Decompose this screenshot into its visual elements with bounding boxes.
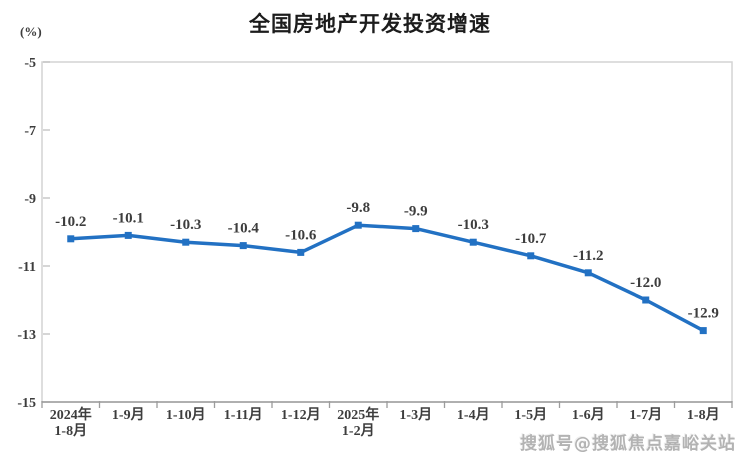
data-point-label: -10.6 (285, 227, 317, 243)
data-point-label: -11.2 (573, 248, 603, 264)
plot-border (41, 61, 733, 403)
data-point-label: -10.7 (515, 231, 547, 247)
data-point-marker (182, 238, 190, 246)
data-point-label: -12.0 (630, 275, 661, 291)
data-point-marker (354, 221, 362, 229)
data-point-marker (412, 225, 420, 233)
data-point-marker (699, 327, 707, 335)
y-axis-tick-label: -15 (17, 396, 36, 411)
data-point-marker (124, 231, 132, 239)
data-point-marker (469, 238, 477, 246)
trend-line (69, 223, 706, 333)
data-point-marker (527, 252, 535, 260)
y-axis-tick-label: -9 (24, 192, 36, 207)
data-point-marker (642, 296, 650, 304)
data-point-label: -9.8 (346, 200, 370, 216)
y-axis-unit-label: (%) (20, 24, 42, 39)
chart-title: 全国房地产开发投资增速 (249, 12, 491, 36)
y-axis-tick-label: -5 (24, 56, 36, 71)
data-point-marker (67, 235, 75, 243)
data-point-label: -10.3 (458, 217, 489, 233)
data-point-marker (239, 242, 247, 250)
y-axis-tick-label: -13 (17, 328, 36, 343)
data-point-label: -10.2 (55, 214, 86, 230)
watermark: 搜狐号@搜狐焦点嘉峪关站 (520, 434, 736, 454)
y-axis-tick-label: -7 (24, 124, 36, 139)
data-point-label: -9.9 (404, 204, 428, 220)
data-point-marker (584, 269, 592, 277)
data-point-label: -10.1 (113, 210, 144, 226)
data-point-label: -12.9 (688, 306, 719, 322)
data-point-label: -10.4 (228, 221, 260, 237)
data-point-label: -10.3 (170, 217, 201, 233)
data-point-marker (297, 248, 305, 256)
y-axis-tick-label: -11 (18, 260, 36, 275)
